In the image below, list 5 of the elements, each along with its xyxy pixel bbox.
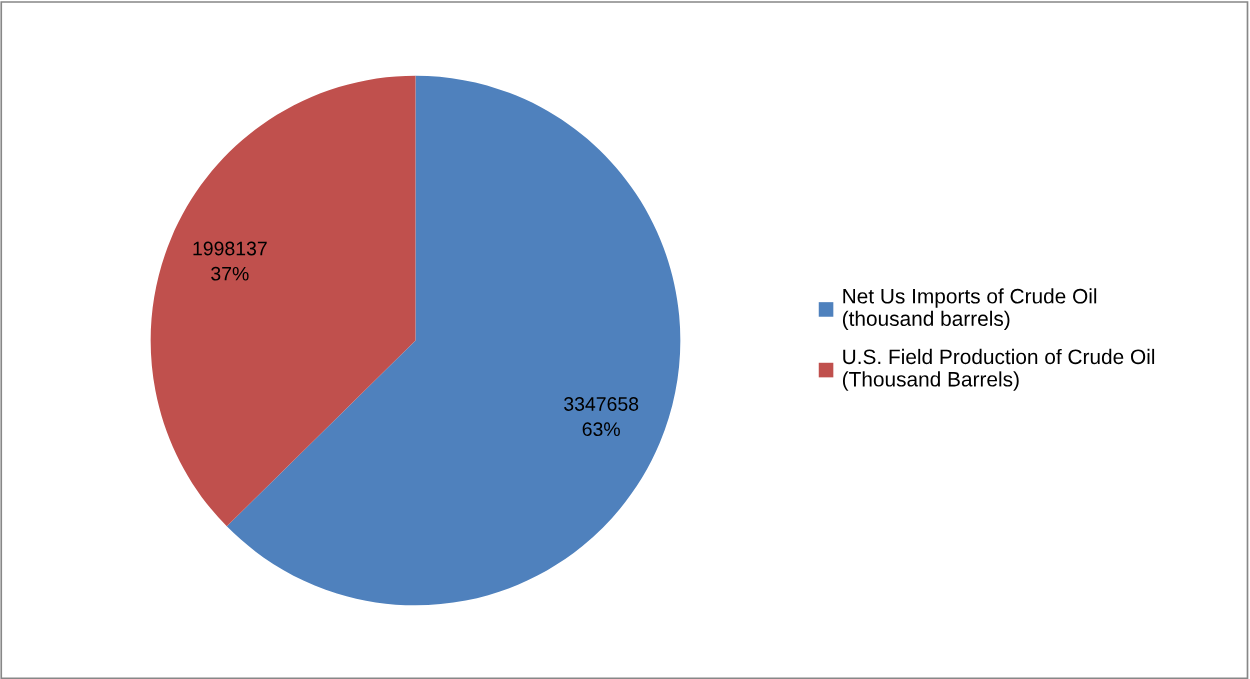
pie-slice <box>150 75 416 527</box>
data-label: 3347658 63% <box>564 397 639 437</box>
legend-label: Net Us Imports of Crude Oil (thousand barrels) <box>842 288 1097 331</box>
data-label: 1998137 37% <box>193 241 267 281</box>
legend-label: U.S. Field Production of Crude Oil (Thousand Barrels) <box>842 348 1155 391</box>
